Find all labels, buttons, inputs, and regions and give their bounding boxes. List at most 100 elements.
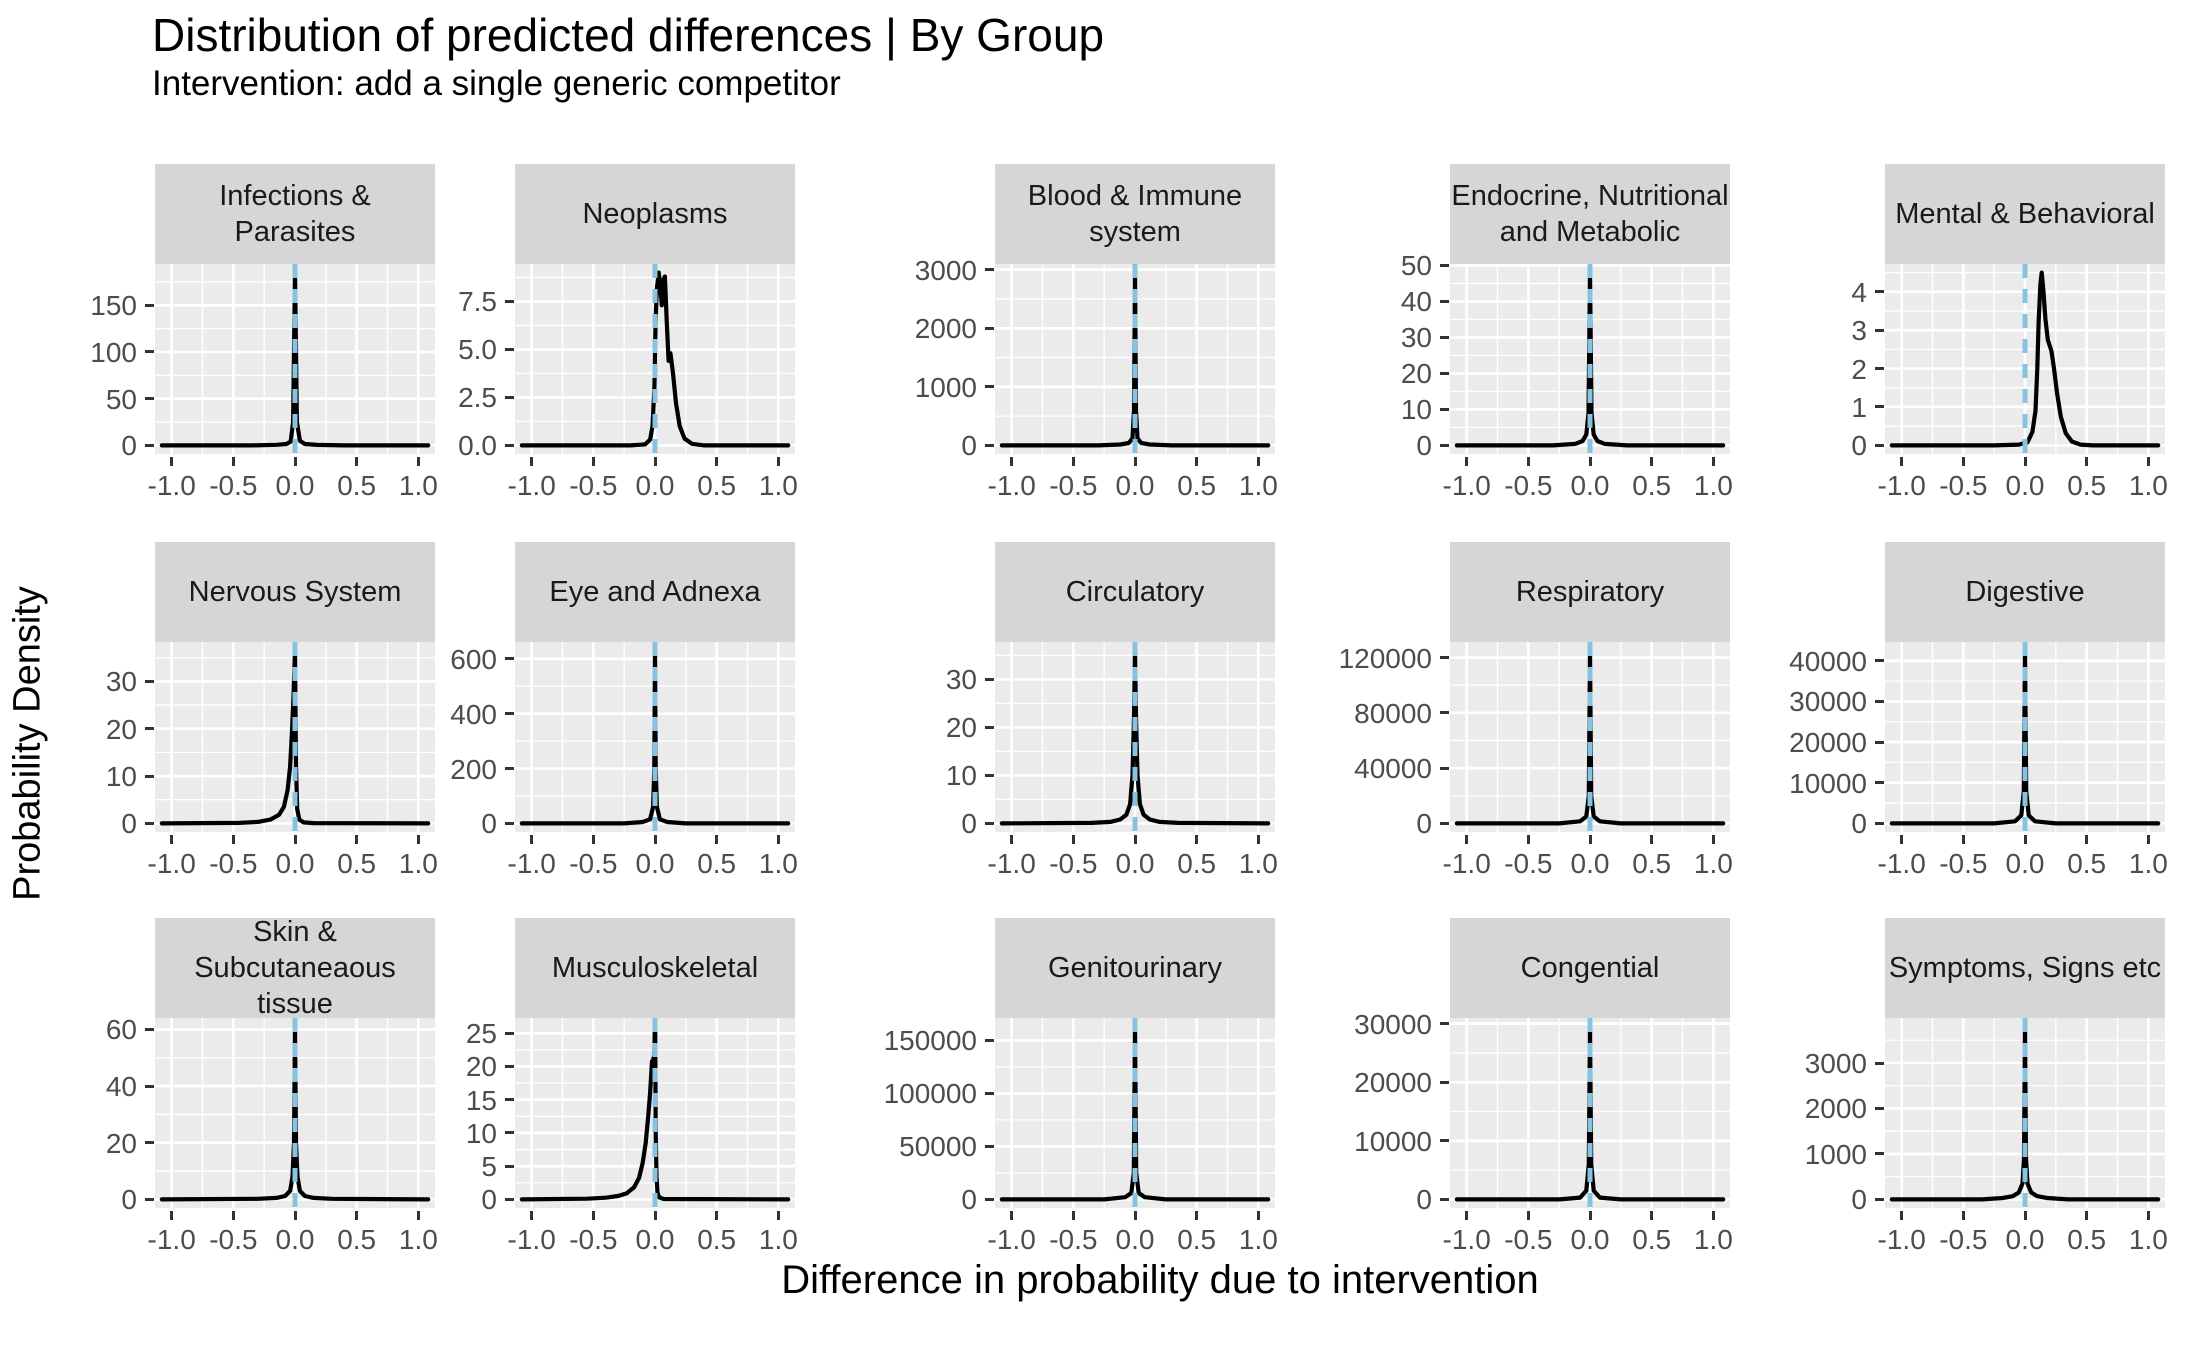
facet-panel: [1450, 1018, 1730, 1213]
facet: Neoplasms 0.0 2.5 5.0 7.5 -1.0 -0.5 0.0 0.5 1.0: [443, 164, 798, 504]
facet-strip: Nervous System: [155, 542, 435, 642]
x-tick-mark: [2023, 835, 2027, 844]
x-tick-mark: [715, 1211, 719, 1220]
density-curve: [159, 648, 431, 826]
y-tick-label: 0: [1416, 1184, 1432, 1216]
facet-strip-label: Genitourinary: [1047, 951, 1223, 984]
panel-svg: [1885, 264, 2165, 454]
y-tick-label: 0.0: [458, 430, 497, 462]
y-tick-label: 2000: [914, 313, 977, 345]
x-tick-label: 1.0: [1693, 848, 1733, 879]
x-tick-label: -1.0: [1877, 848, 1926, 879]
y-tick-label: 10000: [1789, 767, 1867, 799]
y-tick-label: 0: [961, 808, 977, 840]
facet-panel: [1885, 642, 2165, 837]
facet-panel: [995, 642, 1275, 837]
y-tick-mark: [1440, 711, 1449, 715]
y-tick-mark: [1440, 1139, 1449, 1143]
x-tick-mark: [2146, 835, 2150, 844]
y-tick-mark: [1875, 290, 1884, 294]
x-tick-label: -0.5: [209, 470, 258, 501]
x-tick-label: -0.5: [209, 848, 258, 879]
y-tick-mark: [1875, 328, 1884, 332]
x-tick-mark: [2023, 457, 2027, 466]
y-tick-label: 5: [481, 1151, 497, 1183]
x-tick-mark: [653, 457, 657, 466]
facet: Musculoskeletal 0 5 10 15 20 25 -1.0 -0.5 0.0 0.5 1…: [443, 918, 798, 1258]
x-tick-label: -0.5: [1504, 848, 1553, 879]
panel-svg: [515, 264, 795, 454]
facet-strip: Skin & Subcutaneaous tissue: [155, 918, 435, 1018]
facet: Skin & Subcutaneaous tissue 0 20 40 60 -1.0 -0…: [83, 918, 438, 1258]
density-curve: [519, 270, 791, 448]
x-tick-mark: [1071, 1211, 1075, 1220]
y-tick-mark: [145, 1027, 154, 1031]
facet: Endocrine, Nutritional and Metabolic 0 10 2…: [1332, 164, 1733, 504]
facet-strip: Congential: [1450, 918, 1730, 1018]
panel-svg: [1450, 642, 1730, 832]
x-tick-label: 1.0: [758, 848, 798, 879]
x-tick-mark: [170, 1211, 174, 1220]
y-tick-mark: [1440, 407, 1449, 411]
x-tick-mark: [1133, 835, 1137, 844]
y-tick-label: 600: [450, 643, 497, 675]
x-tick-label: 1.0: [758, 1224, 798, 1255]
x-tick-mark: [355, 457, 359, 466]
y-tick-label: 10: [945, 760, 977, 792]
panel-svg: [995, 1018, 1275, 1208]
facet: Symptoms, Signs etc 0 1000 2000 3000 -1.0 -0.5…: [1783, 918, 2168, 1258]
x-axis-title: Difference in probability due to interve…: [781, 1258, 1539, 1302]
facet-strip-label: Circulatory: [1065, 575, 1205, 608]
y-tick-label: 200: [450, 753, 497, 785]
y-tick-label: 0: [1851, 1184, 1867, 1216]
y-tick-mark: [985, 677, 994, 681]
y-tick-mark: [985, 821, 994, 825]
y-tick-mark: [505, 767, 514, 771]
x-tick-mark: [2023, 1211, 2027, 1220]
facet-panel: [1885, 264, 2165, 459]
y-tick-label: 50000: [899, 1131, 977, 1163]
y-tick-mark: [1875, 699, 1884, 703]
y-tick-label: 0: [121, 430, 137, 462]
x-tick-mark: [1195, 457, 1199, 466]
x-tick-mark: [530, 1211, 534, 1220]
facet-strip-label: Infections & Parasites: [219, 179, 371, 248]
page-title: Distribution of predicted differences | …: [152, 9, 1105, 61]
y-tick-label: 20: [1400, 358, 1432, 390]
x-tick-label: 0.5: [337, 470, 377, 501]
x-tick-mark: [2146, 457, 2150, 466]
x-tick-label: 0.5: [1177, 470, 1217, 501]
facet: Infections & Parasites 0 50 100 150 -1.0 -0.5 0…: [83, 164, 438, 504]
y-tick-mark: [1875, 659, 1884, 663]
y-tick-label: 0: [121, 1184, 137, 1216]
x-tick-label: -1.0: [147, 470, 196, 501]
y-tick-mark: [145, 679, 154, 683]
x-tick-label: 0.0: [275, 470, 315, 501]
x-tick-label: -1.0: [1442, 848, 1491, 879]
x-tick-mark: [1133, 457, 1137, 466]
y-tick-label: 1: [1851, 391, 1867, 423]
x-tick-mark: [1071, 457, 1075, 466]
x-tick-mark: [1900, 1211, 1904, 1220]
y-tick-label: 100000: [883, 1078, 977, 1110]
x-tick-mark: [715, 457, 719, 466]
y-tick-mark: [145, 774, 154, 778]
facet-panel: [155, 264, 435, 459]
x-tick-mark: [355, 835, 359, 844]
y-tick-label: 1000: [1804, 1138, 1867, 1170]
y-tick-mark: [1440, 443, 1449, 447]
x-tick-label: -0.5: [569, 848, 618, 879]
y-tick-mark: [505, 1197, 514, 1201]
page-subtitle: Intervention: add a single generic compe…: [152, 64, 841, 103]
x-tick-label: -0.5: [1939, 1224, 1988, 1255]
x-tick-mark: [1526, 835, 1530, 844]
y-tick-mark: [985, 773, 994, 777]
facet-panel: [1450, 642, 1730, 837]
facet: Congential 0 10000 20000 30000 -1.0 -0.5 0.0 0.5…: [1332, 918, 1733, 1258]
x-tick-label: 0.5: [337, 848, 377, 879]
y-tick-mark: [505, 1064, 514, 1068]
x-tick-label: 0.0: [1115, 470, 1155, 501]
x-tick-label: -1.0: [1442, 470, 1491, 501]
y-tick-label: 20000: [1354, 1067, 1432, 1099]
